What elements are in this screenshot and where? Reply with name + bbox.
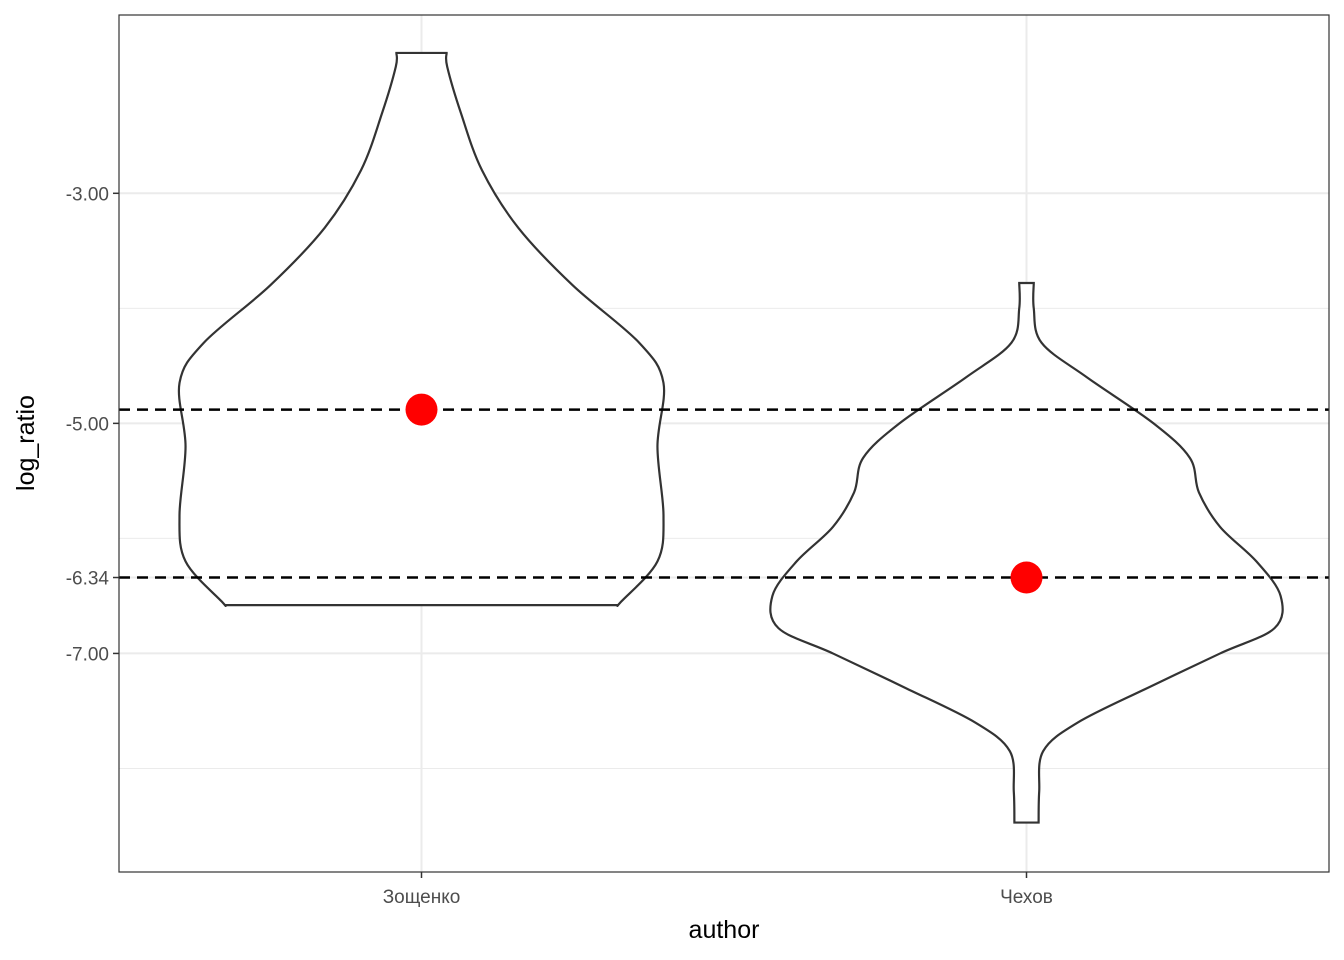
panel-border xyxy=(118,14,1330,873)
y-axis-title: log_ratio xyxy=(12,395,40,491)
y-tick-label-2: -5.00 xyxy=(66,414,109,435)
reference-lines xyxy=(119,408,1329,579)
violins xyxy=(177,51,1284,824)
violin-cat-1 xyxy=(177,51,666,608)
violin-cat-2 xyxy=(769,281,1284,824)
mean-point-cat-1 xyxy=(405,393,438,426)
x-tick-label-cat-1: Зощенко xyxy=(383,887,461,908)
axes: -3.00 -5.00 -6.34 -7.00 Зощенко Чехов xyxy=(66,184,1053,908)
y-tick-label-1: -3.00 xyxy=(66,184,109,205)
y-tick-label-3: -6.34 xyxy=(66,569,110,590)
mean-point-cat-2 xyxy=(1010,561,1043,594)
x-tick-label-cat-2: Чехов xyxy=(1000,887,1053,908)
mean-points xyxy=(405,393,1043,594)
x-axis-title: author xyxy=(689,916,760,944)
y-tick-label-4: -7.00 xyxy=(66,644,109,665)
